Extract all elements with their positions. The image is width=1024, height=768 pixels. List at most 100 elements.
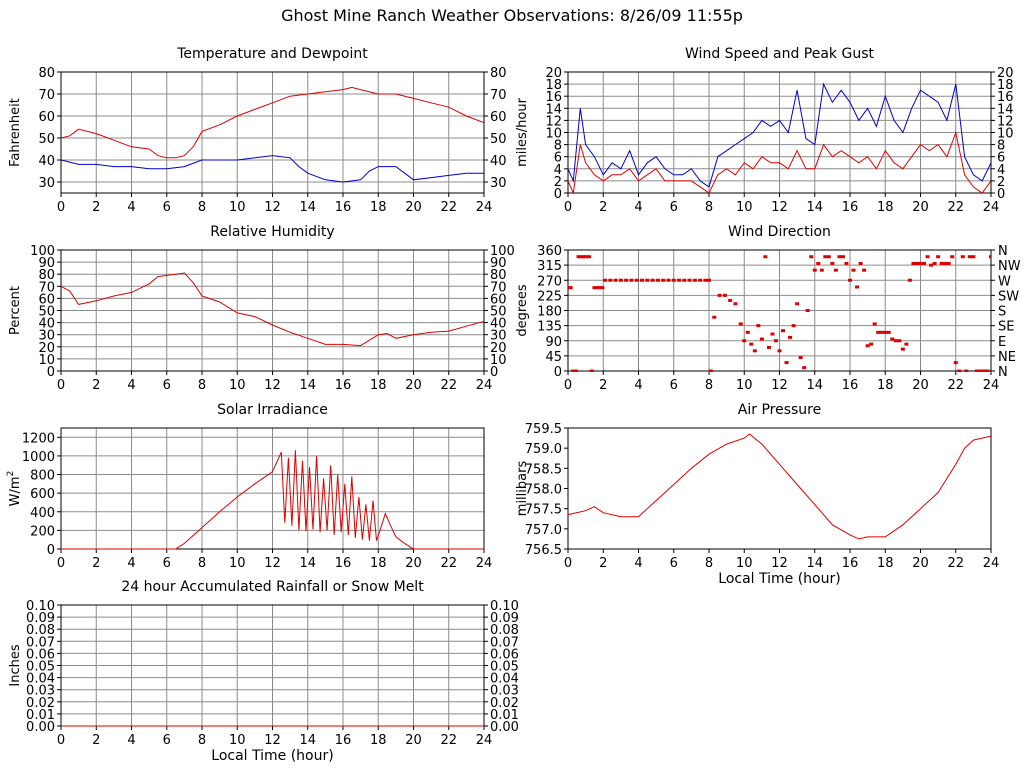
x-tick-label: 12 bbox=[264, 733, 281, 748]
data-point bbox=[911, 261, 916, 265]
data-point bbox=[837, 255, 842, 259]
x-tick-label: 20 bbox=[405, 378, 422, 393]
y-axis-label: degrees bbox=[515, 284, 530, 337]
data-point bbox=[763, 255, 768, 259]
data-point bbox=[939, 261, 944, 265]
data-point bbox=[587, 255, 592, 259]
x-tick-label: 22 bbox=[440, 378, 457, 393]
y-tick-label: 0.01 bbox=[26, 708, 55, 723]
series-line-0 bbox=[61, 450, 484, 550]
y-tick-label: 315 bbox=[537, 259, 562, 274]
data-point bbox=[795, 302, 800, 306]
y-tick-label: 20 bbox=[38, 341, 55, 356]
data-point bbox=[756, 324, 761, 328]
data-point bbox=[692, 278, 697, 282]
x-tick-label: 10 bbox=[229, 733, 246, 748]
data-point bbox=[904, 342, 909, 346]
compass-label: NE bbox=[998, 350, 1016, 365]
y-tick-label-right: 10 bbox=[490, 353, 507, 368]
x-tick-label: 20 bbox=[405, 733, 422, 748]
data-point bbox=[781, 329, 786, 333]
x-tick-label: 2 bbox=[92, 378, 100, 393]
x-tick-label: 2 bbox=[92, 200, 100, 215]
y-tick-label: 0.02 bbox=[26, 696, 55, 711]
y-tick-label-right: 50 bbox=[490, 305, 507, 320]
y-tick-label-right: 0.10 bbox=[490, 599, 519, 614]
y-tick-label: 0 bbox=[47, 543, 55, 558]
x-tick-label: 0 bbox=[564, 200, 572, 215]
y-tick-label: 10 bbox=[545, 127, 562, 142]
y-tick-label-right: 14 bbox=[997, 102, 1014, 117]
y-tick-label: 40 bbox=[38, 154, 55, 169]
x-tick-label: 4 bbox=[634, 378, 642, 393]
y-tick-label-right: 20 bbox=[490, 341, 507, 356]
x-tick-label: 24 bbox=[476, 556, 493, 571]
chart-title: Temperature and Dewpoint bbox=[176, 46, 368, 62]
x-tick-label: 2 bbox=[599, 378, 607, 393]
y-tick-label-right: 0.03 bbox=[490, 684, 519, 699]
chart-rain: 24 hour Accumulated Rainfall or Snow Mel… bbox=[8, 579, 519, 764]
x-tick-label: 2 bbox=[92, 556, 100, 571]
data-point bbox=[708, 369, 713, 372]
series-line-0 bbox=[568, 82, 991, 188]
x-tick-label: 10 bbox=[229, 200, 246, 215]
x-tick-label: 0 bbox=[57, 556, 65, 571]
data-point bbox=[661, 278, 666, 282]
x-tick-label: 10 bbox=[229, 378, 246, 393]
x-tick-label: 10 bbox=[229, 556, 246, 571]
data-point bbox=[571, 369, 576, 372]
y-tick-label-right: 20 bbox=[997, 66, 1014, 81]
chart-title: Wind Speed and Peak Gust bbox=[685, 46, 874, 62]
data-point bbox=[974, 369, 979, 372]
data-point bbox=[749, 342, 754, 346]
y-tick-label: 2 bbox=[554, 175, 562, 190]
y-tick-label: 8 bbox=[554, 139, 562, 154]
x-tick-label: 4 bbox=[127, 733, 135, 748]
data-point bbox=[936, 255, 941, 259]
x-tick-label: 0 bbox=[57, 378, 65, 393]
x-tick-label: 14 bbox=[299, 378, 316, 393]
x-tick-label: 10 bbox=[736, 378, 753, 393]
data-point bbox=[981, 369, 986, 372]
y-tick-label-right: 70 bbox=[490, 280, 507, 295]
data-point bbox=[745, 330, 750, 334]
data-point bbox=[687, 278, 692, 282]
x-tick-label: 16 bbox=[842, 378, 859, 393]
data-point bbox=[733, 302, 738, 306]
data-point bbox=[823, 255, 828, 259]
data-point bbox=[788, 335, 793, 339]
y-tick-label: 757.5 bbox=[525, 503, 562, 518]
y-tick-label-right: 80 bbox=[490, 268, 507, 283]
data-point bbox=[883, 330, 888, 334]
x-tick-label: 8 bbox=[705, 556, 713, 571]
x-tick-label: 4 bbox=[634, 556, 642, 571]
data-point bbox=[770, 332, 775, 336]
y-tick-label: 14 bbox=[545, 102, 562, 117]
data-point bbox=[872, 322, 877, 326]
compass-label: S bbox=[998, 305, 1006, 320]
x-tick-label: 6 bbox=[670, 556, 678, 571]
data-point bbox=[957, 369, 962, 372]
x-tick-label: 12 bbox=[771, 200, 788, 215]
y-tick-label-right: 80 bbox=[490, 66, 507, 81]
y-tick-label: 70 bbox=[38, 280, 55, 295]
y-tick-label: 0.07 bbox=[26, 635, 55, 650]
y-tick-label: 225 bbox=[537, 289, 562, 304]
x-tick-label: 0 bbox=[564, 556, 572, 571]
x-tick-label: 18 bbox=[877, 200, 894, 215]
x-tick-label: 16 bbox=[335, 200, 352, 215]
x-tick-label: 16 bbox=[335, 556, 352, 571]
y-tick-label: 4 bbox=[554, 163, 562, 178]
y-tick-label: 0.06 bbox=[26, 647, 55, 662]
x-tick-label: 20 bbox=[405, 200, 422, 215]
x-tick-label: 4 bbox=[127, 378, 135, 393]
data-point bbox=[900, 347, 905, 351]
x-tick-label: 8 bbox=[198, 556, 206, 571]
x-tick-label: 20 bbox=[912, 556, 929, 571]
data-point bbox=[592, 286, 597, 290]
data-point bbox=[851, 268, 856, 272]
y-tick-label: 800 bbox=[30, 469, 55, 484]
